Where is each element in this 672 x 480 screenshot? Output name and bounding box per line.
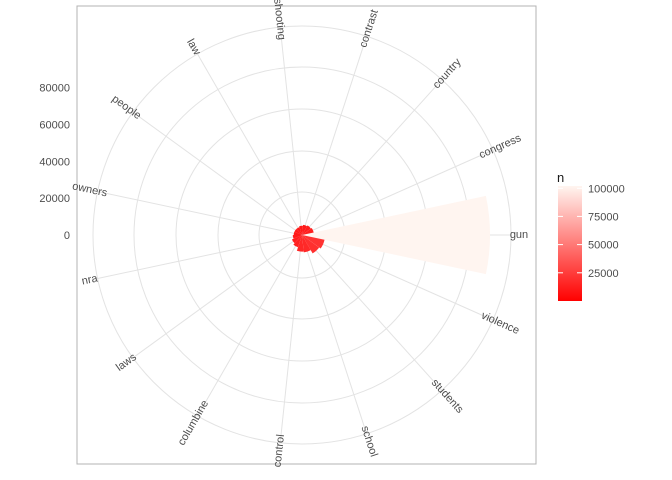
legend: n 25000 50000 75000 100000 — [557, 170, 625, 301]
bar-gun — [302, 195, 490, 275]
legend-tick-label: 75000 — [588, 211, 619, 223]
grid-spoke-owners — [97, 191, 303, 236]
bar-laws — [291, 235, 302, 244]
bar-contrast — [302, 224, 308, 235]
y-tick-label: 40000 — [39, 156, 70, 168]
legend-ticks: 25000 50000 75000 100000 — [558, 183, 625, 280]
bars-layer — [291, 195, 490, 275]
grid-spoke-violence — [301, 234, 494, 321]
bar-school — [302, 235, 311, 253]
legend-title: n — [557, 170, 564, 185]
bar-people — [294, 228, 302, 235]
category-label-shooting: shooting — [271, 0, 287, 41]
grid-spoke-students — [301, 234, 443, 391]
grid-spoke-nra — [97, 234, 303, 279]
bar-control — [296, 235, 304, 252]
category-label-nra: nra — [81, 272, 100, 287]
category-label-gun: gun — [510, 229, 528, 241]
grid-spoke-law — [197, 53, 303, 236]
bar-students — [302, 235, 320, 254]
grid-spoke-country — [301, 79, 443, 236]
legend-colorbar — [558, 186, 582, 301]
grid-spoke-contrast — [301, 36, 368, 236]
bar-congress — [302, 227, 314, 235]
bar-nra — [292, 235, 302, 239]
bar-shooting — [299, 225, 303, 235]
grid-spoke-school — [301, 234, 368, 434]
y-axis: 0 20000 40000 60000 80000 — [39, 83, 70, 243]
bar-violence — [302, 235, 325, 249]
bar-owners — [293, 231, 302, 235]
legend-tick-label: 100000 — [588, 183, 625, 195]
y-tick-label: 20000 — [39, 193, 70, 205]
grid-spoke-shooting — [279, 27, 303, 236]
grid-spoke-laws — [132, 234, 303, 359]
grid-spoke-people — [132, 111, 303, 236]
grid-spoke-columbine — [197, 234, 303, 417]
category-label-control: control — [272, 434, 287, 468]
y-tick-label: 60000 — [39, 119, 70, 131]
bar-law — [296, 227, 302, 235]
grid-spoke-control — [279, 234, 303, 443]
bar-country — [302, 225, 311, 235]
legend-tick-label: 25000 — [588, 268, 619, 280]
bar-columbine — [293, 235, 302, 248]
legend-tick-label: 50000 — [588, 240, 619, 252]
grid-spoke-congress — [301, 149, 494, 236]
y-tick-label: 80000 — [39, 83, 70, 95]
y-tick-label: 0 — [64, 230, 70, 242]
